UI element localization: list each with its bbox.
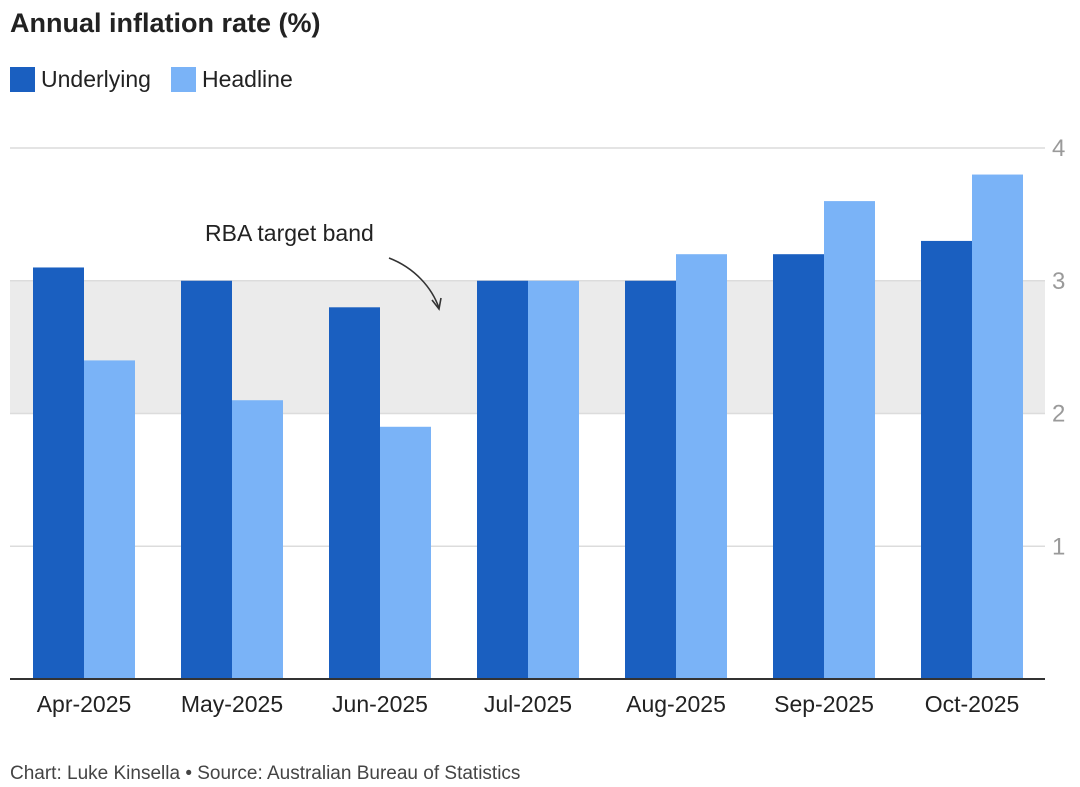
chart-legend: Underlying Headline [10,66,313,93]
legend-item-underlying: Underlying [10,66,151,93]
x-tick-label: May-2025 [181,691,283,717]
bar-underlying-oct-2025 [921,240,972,680]
legend-item-headline: Headline [170,66,293,93]
bar-headline-jun-2025 [380,426,431,679]
chart-title: Annual inflation rate (%) [10,8,321,38]
bar-headline-oct-2025 [972,174,1023,680]
bar-headline-aug-2025 [676,254,727,679]
bar-headline-jul-2025 [528,280,579,679]
legend-label-underlying: Underlying [41,66,151,92]
band-annotation-label: RBA target band [205,220,374,246]
legend-label-headline: Headline [201,66,293,92]
y-tick-label: 3 [1052,268,1065,295]
bar-underlying-aug-2025 [625,280,676,679]
y-tick-label: 4 [1052,135,1065,162]
legend-swatch-headline [170,67,196,92]
x-tick-label: Sep-2025 [774,691,874,717]
x-tick-label: Jul-2025 [484,691,572,717]
x-tick-label: Jun-2025 [332,691,428,717]
bar-underlying-sep-2025 [773,254,824,679]
bar-headline-apr-2025 [84,360,135,679]
chart-source-note: Chart: Luke Kinsella • Source: Australia… [10,763,521,784]
legend-swatch-underlying [10,67,35,92]
bar-headline-sep-2025 [824,201,875,679]
band-annotation-arrow [388,257,440,309]
y-tick-label: 2 [1052,401,1065,428]
bar-underlying-may-2025 [181,280,232,679]
bar-headline-may-2025 [232,400,283,679]
band-annotation-arrowhead [431,297,442,311]
bar-underlying-jun-2025 [329,307,380,679]
y-tick-label: 1 [1052,533,1065,560]
x-tick-label: Oct-2025 [925,691,1020,717]
bar-underlying-apr-2025 [33,267,84,679]
bar-underlying-jul-2025 [477,280,528,679]
x-tick-label: Aug-2025 [626,691,726,717]
x-tick-label: Apr-2025 [37,691,132,717]
